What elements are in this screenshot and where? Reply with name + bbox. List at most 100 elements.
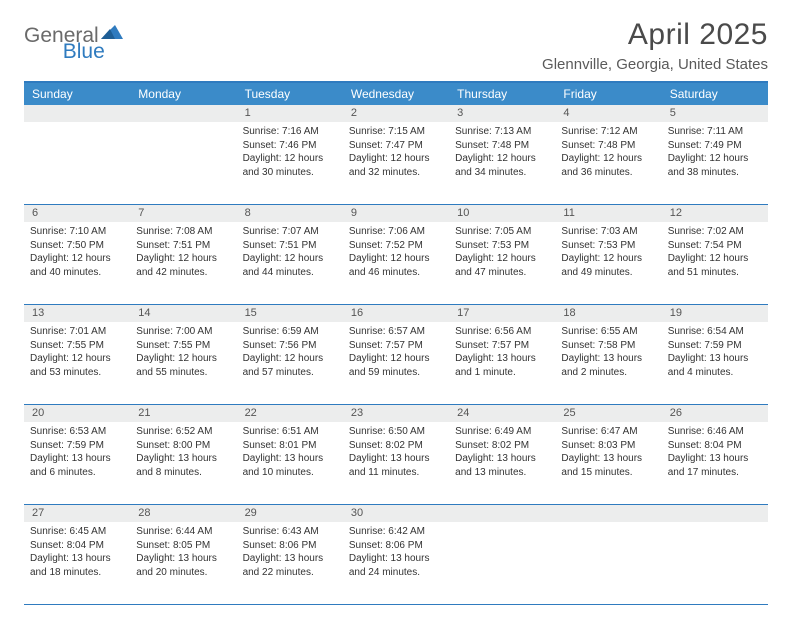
daylight-line: Daylight: 13 hours and 22 minutes. — [243, 552, 337, 579]
day-cell: Sunrise: 7:05 AMSunset: 7:53 PMDaylight:… — [449, 222, 555, 304]
day-cell: Sunrise: 7:00 AMSunset: 7:55 PMDaylight:… — [130, 322, 236, 404]
day-cell: Sunrise: 6:50 AMSunset: 8:02 PMDaylight:… — [343, 422, 449, 504]
day-cell: Sunrise: 6:59 AMSunset: 7:56 PMDaylight:… — [237, 322, 343, 404]
day-number: 13 — [24, 305, 130, 322]
day-text: Sunrise: 7:06 AMSunset: 7:52 PMDaylight:… — [349, 225, 443, 279]
daylight-line: Daylight: 13 hours and 17 minutes. — [668, 452, 762, 479]
sunset-line: Sunset: 8:04 PM — [668, 439, 762, 453]
daylight-line: Daylight: 12 hours and 30 minutes. — [243, 152, 337, 179]
sunrise-line: Sunrise: 6:52 AM — [136, 425, 230, 439]
day-cell: Sunrise: 7:15 AMSunset: 7:47 PMDaylight:… — [343, 122, 449, 204]
day-cell: Sunrise: 6:55 AMSunset: 7:58 PMDaylight:… — [555, 322, 661, 404]
day-text: Sunrise: 7:07 AMSunset: 7:51 PMDaylight:… — [243, 225, 337, 279]
day-number: 30 — [343, 505, 449, 522]
sunset-line: Sunset: 8:02 PM — [455, 439, 549, 453]
sunset-line: Sunset: 8:06 PM — [243, 539, 337, 553]
day-number: 23 — [343, 405, 449, 422]
sunset-line: Sunset: 7:50 PM — [30, 239, 124, 253]
day-number: 14 — [130, 305, 236, 322]
sunset-line: Sunset: 7:56 PM — [243, 339, 337, 353]
day-text: Sunrise: 6:49 AMSunset: 8:02 PMDaylight:… — [455, 425, 549, 479]
day-cell: Sunrise: 7:07 AMSunset: 7:51 PMDaylight:… — [237, 222, 343, 304]
day-number: 10 — [449, 205, 555, 222]
sunset-line: Sunset: 7:57 PM — [455, 339, 549, 353]
day-cell — [555, 522, 661, 604]
day-cell: Sunrise: 6:47 AMSunset: 8:03 PMDaylight:… — [555, 422, 661, 504]
daylight-line: Daylight: 12 hours and 40 minutes. — [30, 252, 124, 279]
calendar: SundayMondayTuesdayWednesdayThursdayFrid… — [24, 81, 768, 605]
daylight-line: Daylight: 12 hours and 57 minutes. — [243, 352, 337, 379]
day-number: 18 — [555, 305, 661, 322]
sunrise-line: Sunrise: 7:12 AM — [561, 125, 655, 139]
day-text: Sunrise: 6:53 AMSunset: 7:59 PMDaylight:… — [30, 425, 124, 479]
day-text: Sunrise: 7:01 AMSunset: 7:55 PMDaylight:… — [30, 325, 124, 379]
sunset-line: Sunset: 8:05 PM — [136, 539, 230, 553]
day-cell: Sunrise: 7:12 AMSunset: 7:48 PMDaylight:… — [555, 122, 661, 204]
sunrise-line: Sunrise: 7:08 AM — [136, 225, 230, 239]
day-number: 16 — [343, 305, 449, 322]
day-number: 5 — [662, 105, 768, 122]
daylight-line: Daylight: 12 hours and 53 minutes. — [30, 352, 124, 379]
sunset-line: Sunset: 7:57 PM — [349, 339, 443, 353]
day-cell — [24, 122, 130, 204]
day-number: 6 — [24, 205, 130, 222]
sunset-line: Sunset: 7:53 PM — [455, 239, 549, 253]
day-text: Sunrise: 7:02 AMSunset: 7:54 PMDaylight:… — [668, 225, 762, 279]
daylight-line: Daylight: 13 hours and 15 minutes. — [561, 452, 655, 479]
week-row: Sunrise: 7:16 AMSunset: 7:46 PMDaylight:… — [24, 122, 768, 205]
day-cell: Sunrise: 7:02 AMSunset: 7:54 PMDaylight:… — [662, 222, 768, 304]
logo-triangle-icon — [101, 25, 123, 39]
sunrise-line: Sunrise: 7:11 AM — [668, 125, 762, 139]
day-cell: Sunrise: 7:03 AMSunset: 7:53 PMDaylight:… — [555, 222, 661, 304]
day-number: 17 — [449, 305, 555, 322]
location-text: Glennville, Georgia, United States — [542, 56, 768, 73]
dow-cell: Thursday — [449, 83, 555, 105]
day-cell: Sunrise: 6:49 AMSunset: 8:02 PMDaylight:… — [449, 422, 555, 504]
daylight-line: Daylight: 13 hours and 6 minutes. — [30, 452, 124, 479]
sunset-line: Sunset: 7:55 PM — [30, 339, 124, 353]
sunrise-line: Sunrise: 6:43 AM — [243, 525, 337, 539]
sunrise-line: Sunrise: 6:53 AM — [30, 425, 124, 439]
dow-cell: Tuesday — [237, 83, 343, 105]
sunrise-line: Sunrise: 7:02 AM — [668, 225, 762, 239]
daylight-line: Daylight: 12 hours and 46 minutes. — [349, 252, 443, 279]
day-number-row: 12345 — [24, 105, 768, 122]
day-number — [130, 105, 236, 122]
day-cell: Sunrise: 7:01 AMSunset: 7:55 PMDaylight:… — [24, 322, 130, 404]
sunrise-line: Sunrise: 6:47 AM — [561, 425, 655, 439]
month-title: April 2025 — [542, 18, 768, 52]
day-cell: Sunrise: 7:13 AMSunset: 7:48 PMDaylight:… — [449, 122, 555, 204]
day-number: 26 — [662, 405, 768, 422]
day-text: Sunrise: 7:12 AMSunset: 7:48 PMDaylight:… — [561, 125, 655, 179]
day-cell — [130, 122, 236, 204]
day-number: 3 — [449, 105, 555, 122]
sunset-line: Sunset: 7:52 PM — [349, 239, 443, 253]
day-number: 1 — [237, 105, 343, 122]
day-number: 15 — [237, 305, 343, 322]
day-cell: Sunrise: 6:43 AMSunset: 8:06 PMDaylight:… — [237, 522, 343, 604]
daylight-line: Daylight: 13 hours and 1 minute. — [455, 352, 549, 379]
day-number: 11 — [555, 205, 661, 222]
sunrise-line: Sunrise: 7:16 AM — [243, 125, 337, 139]
day-text: Sunrise: 7:05 AMSunset: 7:53 PMDaylight:… — [455, 225, 549, 279]
day-text: Sunrise: 7:15 AMSunset: 7:47 PMDaylight:… — [349, 125, 443, 179]
day-cell — [449, 522, 555, 604]
sunset-line: Sunset: 8:01 PM — [243, 439, 337, 453]
day-cell: Sunrise: 6:45 AMSunset: 8:04 PMDaylight:… — [24, 522, 130, 604]
day-number — [662, 505, 768, 522]
sunrise-line: Sunrise: 7:10 AM — [30, 225, 124, 239]
day-number-row: 27282930 — [24, 505, 768, 522]
daylight-line: Daylight: 12 hours and 34 minutes. — [455, 152, 549, 179]
day-text: Sunrise: 7:13 AMSunset: 7:48 PMDaylight:… — [455, 125, 549, 179]
header: General Blue April 2025 Glennville, Geor… — [24, 18, 768, 73]
daylight-line: Daylight: 12 hours and 32 minutes. — [349, 152, 443, 179]
dow-cell: Sunday — [24, 83, 130, 105]
week-row: Sunrise: 7:01 AMSunset: 7:55 PMDaylight:… — [24, 322, 768, 405]
daylight-line: Daylight: 12 hours and 44 minutes. — [243, 252, 337, 279]
day-cell: Sunrise: 6:46 AMSunset: 8:04 PMDaylight:… — [662, 422, 768, 504]
sunrise-line: Sunrise: 6:44 AM — [136, 525, 230, 539]
day-text: Sunrise: 7:08 AMSunset: 7:51 PMDaylight:… — [136, 225, 230, 279]
day-cell: Sunrise: 6:42 AMSunset: 8:06 PMDaylight:… — [343, 522, 449, 604]
daylight-line: Daylight: 13 hours and 8 minutes. — [136, 452, 230, 479]
daylight-line: Daylight: 12 hours and 47 minutes. — [455, 252, 549, 279]
